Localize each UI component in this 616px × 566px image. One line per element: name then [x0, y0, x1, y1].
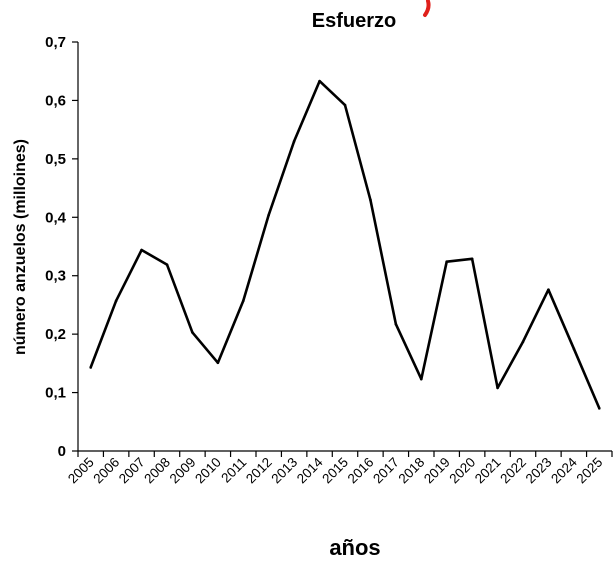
- x-tick-label: 2008: [141, 455, 173, 487]
- data-point: [572, 347, 576, 351]
- data-point: [445, 260, 449, 263]
- x-tick-label: 2005: [65, 455, 97, 487]
- x-tick-label: 2010: [192, 455, 224, 487]
- data-point: [114, 299, 118, 303]
- x-tick-label: 2006: [90, 455, 122, 487]
- x-tick-label: 2014: [294, 454, 326, 486]
- data-point: [89, 366, 93, 369]
- x-tick-label: 2018: [396, 455, 428, 487]
- x-tick-label: 2012: [243, 455, 275, 487]
- data-point: [241, 299, 245, 303]
- x-tick-label: 2025: [574, 455, 606, 487]
- x-tick-labels: 2005200620072008200920102011201220132014…: [65, 454, 605, 486]
- y-tick-label: 0,6: [45, 92, 66, 109]
- chart-title: Esfuerzo: [312, 10, 396, 32]
- y-tick-label: 0,7: [45, 34, 66, 51]
- y-tick-label: 0,3: [45, 268, 66, 285]
- y-tick-label: 0,2: [45, 326, 66, 343]
- x-tick-label: 2022: [497, 455, 529, 487]
- y-tick-label: 0,1: [45, 385, 66, 402]
- y-tick-labels: 0 0,1 0,2 0,3 0,4 0,5 0,6 0,7: [45, 34, 67, 460]
- x-axis-label: años: [329, 535, 380, 560]
- x-tick-label: 2015: [319, 455, 351, 487]
- data-point: [597, 407, 601, 410]
- data-point: [394, 322, 398, 326]
- x-tick-label: 2016: [345, 455, 377, 487]
- data-point: [521, 340, 525, 344]
- x-tick-label: 2019: [421, 455, 453, 487]
- x-tick-label: 2013: [268, 455, 300, 487]
- series-lines: [89, 79, 601, 410]
- x-tick-label: 2017: [370, 455, 402, 487]
- data-point: [267, 213, 271, 217]
- x-tick-label: 2023: [523, 455, 555, 487]
- data-point: [318, 79, 321, 83]
- data-point: [496, 386, 499, 390]
- y-axis-label: número anzuelos (milloines): [12, 139, 29, 355]
- data-point: [419, 377, 423, 381]
- x-tick-label: 2024: [548, 454, 580, 486]
- data-point: [165, 263, 169, 266]
- x-tick-label: 2009: [167, 455, 199, 487]
- y-tick-label: 0,4: [45, 209, 67, 226]
- data-point: [216, 361, 220, 365]
- data-point: [140, 248, 143, 252]
- data-point: [191, 331, 194, 334]
- data-point: [470, 257, 474, 261]
- x-tick-label: 2011: [218, 455, 249, 486]
- series-line: [89, 79, 601, 409]
- x-tick-label: 2007: [116, 455, 148, 487]
- y-tick-label: 0: [58, 443, 66, 460]
- x-tick-label: 2020: [446, 455, 478, 487]
- data-point: [292, 140, 296, 143]
- data-point: [343, 103, 347, 107]
- data-point: [547, 288, 550, 292]
- data-point: [369, 198, 372, 202]
- y-tick-label: 0,5: [45, 151, 66, 168]
- red-mark-annotation: [423, 0, 431, 17]
- axes: [72, 41, 613, 457]
- x-tick-label: 2021: [472, 455, 504, 487]
